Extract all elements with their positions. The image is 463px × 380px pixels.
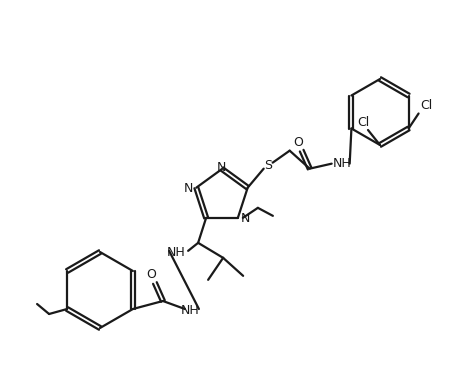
Text: O: O: [146, 269, 156, 282]
Text: O: O: [293, 136, 303, 149]
Text: N: N: [241, 212, 250, 225]
Text: NH: NH: [166, 246, 185, 259]
Text: N: N: [183, 182, 193, 195]
Text: S: S: [263, 159, 271, 172]
Text: NH: NH: [180, 304, 199, 318]
Text: NH: NH: [332, 157, 350, 170]
Text: Cl: Cl: [356, 116, 369, 128]
Text: N: N: [216, 162, 225, 174]
Text: Cl: Cl: [419, 99, 432, 112]
